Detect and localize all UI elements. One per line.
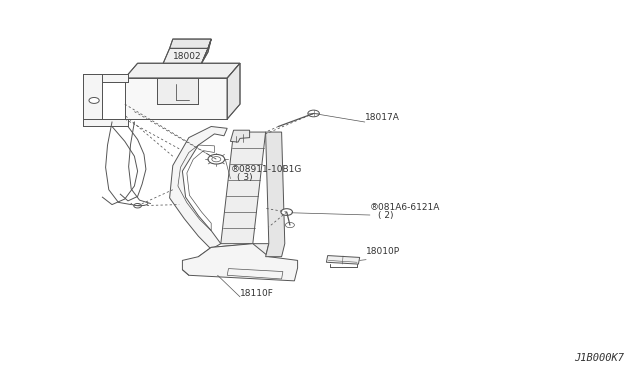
Text: 18110F: 18110F [240, 289, 274, 298]
Polygon shape [198, 244, 269, 264]
Text: J1B000K7: J1B000K7 [574, 353, 624, 363]
Text: ®081A6-6121A: ®081A6-6121A [370, 203, 440, 212]
Circle shape [208, 154, 225, 164]
Polygon shape [170, 39, 211, 48]
Polygon shape [163, 48, 208, 63]
Polygon shape [326, 256, 360, 264]
Polygon shape [266, 132, 285, 257]
Circle shape [285, 222, 294, 228]
Circle shape [134, 203, 141, 208]
Text: ®08911-10B1G: ®08911-10B1G [230, 165, 302, 174]
Polygon shape [182, 244, 298, 281]
Polygon shape [221, 132, 266, 244]
Text: ( 2): ( 2) [378, 211, 393, 220]
Polygon shape [157, 78, 198, 104]
Text: ( 3): ( 3) [237, 173, 252, 182]
Polygon shape [83, 119, 128, 126]
Circle shape [308, 110, 319, 117]
Polygon shape [230, 130, 250, 142]
Text: 18010P: 18010P [366, 247, 400, 256]
Text: 18017A: 18017A [365, 113, 399, 122]
Polygon shape [202, 39, 211, 63]
Polygon shape [83, 74, 128, 82]
Circle shape [89, 97, 99, 103]
Circle shape [281, 209, 292, 215]
Polygon shape [83, 74, 102, 126]
Text: 18002: 18002 [173, 52, 202, 61]
Polygon shape [227, 63, 240, 119]
Polygon shape [125, 78, 227, 119]
Circle shape [212, 157, 221, 162]
Polygon shape [125, 63, 240, 78]
Polygon shape [170, 126, 227, 249]
